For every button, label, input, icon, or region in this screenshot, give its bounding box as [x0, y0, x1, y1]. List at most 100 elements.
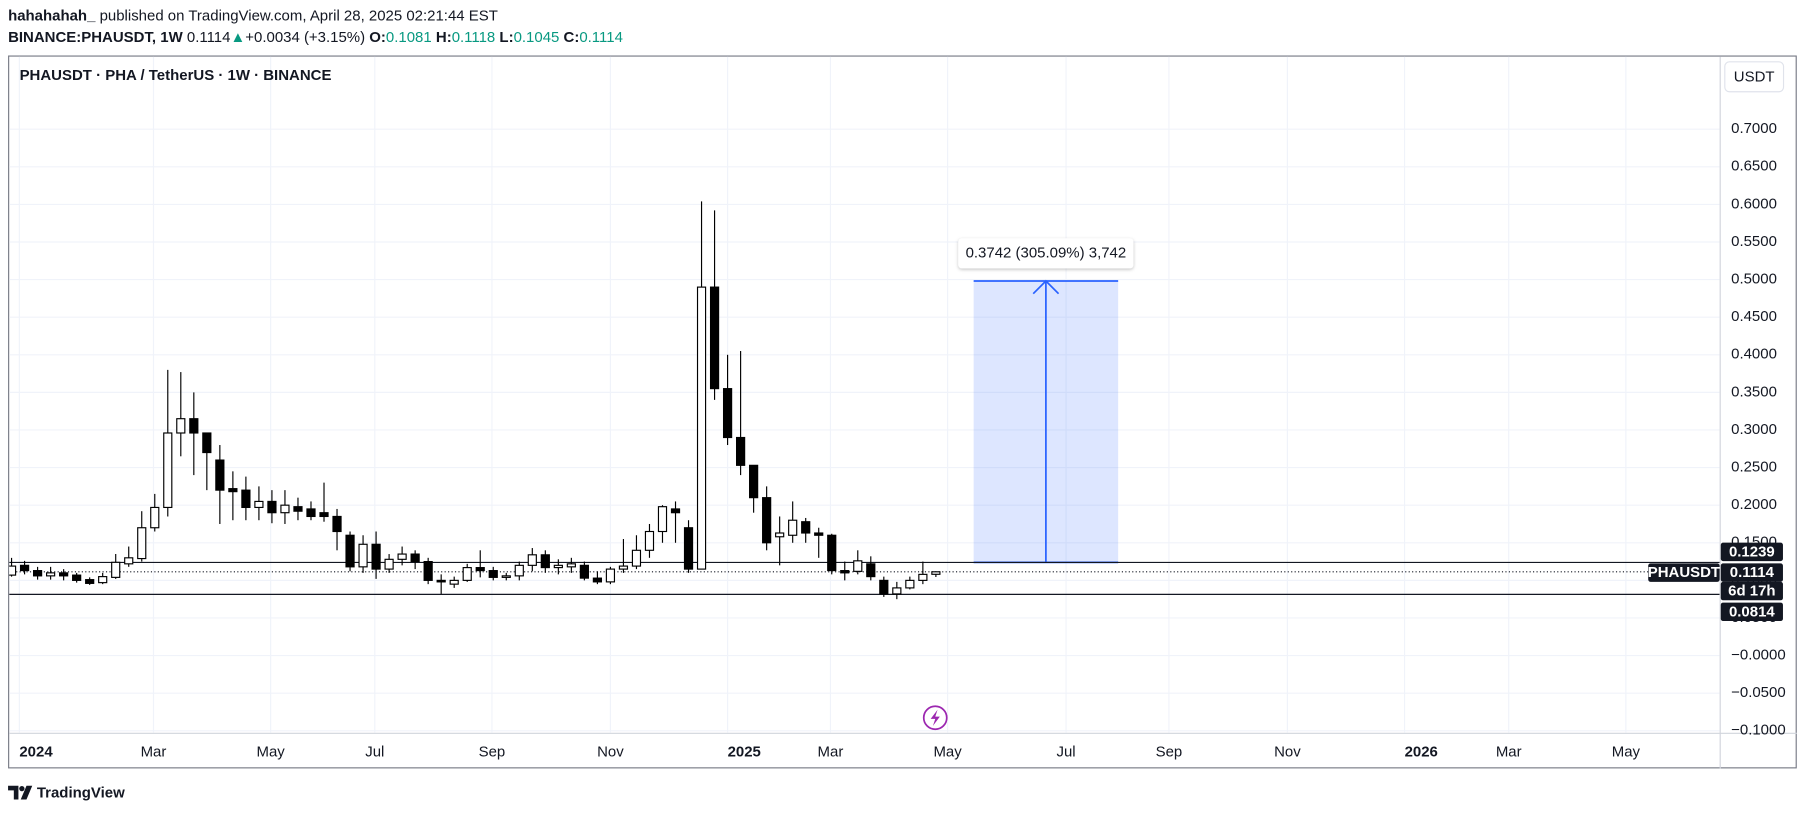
x-tick-label: Nov	[597, 743, 624, 760]
published: published on TradingView.com, April 28, …	[95, 7, 497, 24]
x-tick-label: Mar	[818, 743, 844, 760]
y-tick-label: −0.0500	[1731, 684, 1786, 701]
candle-body	[163, 432, 173, 509]
candle-body	[814, 532, 824, 536]
candle-body	[840, 570, 850, 574]
candle-body	[98, 576, 108, 584]
candle-body	[306, 508, 316, 518]
y-tick-label: 0.5000	[1731, 271, 1777, 288]
candle-body	[905, 579, 915, 589]
candle-body	[827, 534, 837, 572]
y-tick-label: −0.0000	[1731, 647, 1786, 664]
candle-body	[319, 512, 329, 518]
measure-arrowhead	[1032, 279, 1060, 295]
candle-body	[228, 488, 238, 493]
l-label: L:	[499, 29, 513, 46]
candle-body	[762, 497, 772, 544]
x-tick-label: Jul	[1057, 743, 1076, 760]
candle-body	[384, 558, 394, 570]
level-badge-bg	[1720, 602, 1783, 622]
o-label: O:	[369, 29, 386, 46]
author: hahahahah_	[8, 7, 96, 24]
c-value: 0.1114	[579, 29, 623, 46]
y-tick-label: −0.1000	[1731, 722, 1786, 739]
candle-body	[397, 553, 407, 560]
grid	[9, 56, 1720, 733]
candle-body	[345, 534, 355, 568]
candle-body	[566, 563, 576, 568]
candle-body	[267, 500, 277, 514]
candle-body	[801, 521, 811, 534]
candle-body	[579, 564, 589, 579]
candle-body	[618, 565, 629, 570]
last-price-badge-bg	[1720, 563, 1783, 582]
candle-body	[775, 532, 785, 538]
candle-body	[150, 506, 160, 529]
y-tick-label: 0.4500	[1731, 308, 1777, 325]
y-tick-label: 0.6500	[1731, 158, 1777, 175]
y-tick-label: 0.7000	[1731, 120, 1777, 137]
candle-body	[189, 418, 199, 434]
candle-body	[540, 554, 550, 569]
currency-button-label[interactable]: USDT	[1734, 68, 1775, 85]
candle-body	[124, 557, 134, 565]
candle-body	[879, 579, 889, 595]
symbol-badge-bg	[1648, 563, 1720, 582]
candle-body	[176, 418, 186, 434]
candle-body	[280, 504, 290, 514]
plot: 0.3742 (305.09%) 3,742	[9, 201, 1720, 600]
o-value: 0.1081	[386, 29, 432, 46]
candle-body	[722, 388, 733, 439]
y-tick-label: 0.2000	[1731, 496, 1777, 513]
arrow: ▲	[230, 29, 245, 46]
h-label: H:	[436, 29, 452, 46]
y-tick-label: 0.5500	[1731, 233, 1777, 250]
event-icon[interactable]	[922, 705, 948, 731]
candle-body	[709, 286, 720, 390]
currency-button[interactable]	[1724, 61, 1785, 93]
y-tick-label: 0.6000	[1731, 195, 1777, 212]
candle-body	[749, 464, 759, 499]
x-tick-label: Sep	[479, 743, 506, 760]
x-tick-label: 2026	[1405, 743, 1438, 760]
candle-body	[423, 561, 433, 581]
candle-body	[501, 575, 511, 578]
candle-body	[293, 506, 303, 512]
measure-label-box	[958, 238, 1134, 269]
brand-name: TradingView	[37, 785, 125, 802]
candle-body	[410, 553, 420, 563]
x-tick-label: May	[933, 743, 962, 760]
candle-body	[462, 567, 472, 581]
countdown-badge: 6d 17h	[1728, 583, 1775, 600]
change: +0.0034 (+3.15%)	[245, 29, 365, 46]
measure-label: 0.3742 (305.09%) 3,742	[966, 244, 1127, 261]
quote-line: BINANCE:PHAUSDT, 1W 0.1114▲+0.0034 (+3.1…	[8, 29, 623, 46]
level-badge: 0.1239	[1729, 543, 1775, 560]
level-badge: 0.0814	[1729, 603, 1775, 620]
candle-body	[553, 564, 563, 569]
candle-body	[670, 508, 681, 514]
x-tick-label: 2024	[19, 743, 53, 760]
candle-body	[853, 560, 863, 572]
candle-body	[657, 506, 668, 533]
candle-body	[137, 527, 147, 560]
candle-body	[475, 567, 485, 572]
candle-body	[9, 565, 17, 576]
axes: 0.7000 0.6500 0.6000 0.5500 0.5000 0.4500 0.40…	[19, 120, 1785, 760]
candle-body	[436, 579, 446, 583]
c-label: C:	[564, 29, 580, 46]
candle-body	[241, 489, 251, 509]
candle-body	[202, 432, 212, 454]
candle-body	[111, 561, 121, 578]
x-tick-label: 2025	[728, 743, 761, 760]
x-tick-label: May	[1612, 743, 1641, 760]
candle-body	[735, 436, 746, 466]
candle-body	[527, 554, 537, 566]
x-tick-label: Nov	[1274, 743, 1301, 760]
y-tick-label: 0.3000	[1731, 421, 1777, 438]
candle-body	[488, 570, 498, 578]
candle-body	[371, 543, 381, 570]
x-tick-label: Mar	[141, 743, 167, 760]
